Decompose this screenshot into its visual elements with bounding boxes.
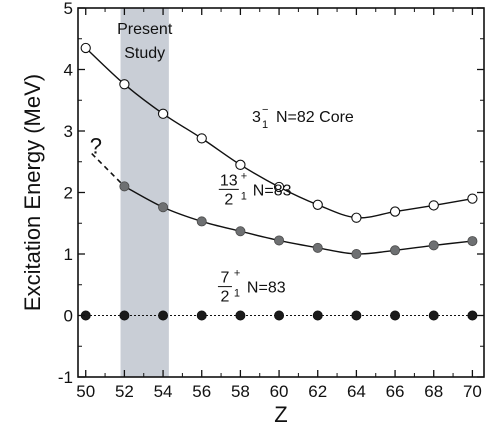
series-3-minus-point [157,108,169,119]
series-13-half-point [235,226,246,237]
series-3-minus-point [273,181,285,193]
series-3-minus-point [428,200,439,211]
y-tick-label: 5 [64,0,73,18]
series-7-half-point [428,310,439,321]
series-points [80,42,478,321]
series-label-7-sup: + [234,268,240,280]
series-label-13-den: 2 [224,191,233,208]
series-13-half-point [274,235,285,246]
y-axis-title: Excitation Energy (MeV) [20,74,45,311]
extrapolation-question-mark: ? [90,134,102,159]
x-tick-label: 62 [308,382,327,401]
series-label-13-num: 13 [220,172,238,189]
series-13-half-curve [124,185,473,255]
series-13-half-point [158,202,169,213]
x-tick-label: 52 [115,382,134,401]
series-7-half-point [274,310,285,321]
x-tick-label: 58 [231,382,250,401]
axis-ticks [78,7,484,378]
x-tick-labels: 50 52 54 56 58 60 62 64 66 68 70 [76,382,482,401]
y-tick-label: 4 [64,61,73,80]
series-label-3-sup: − [262,104,268,116]
series-13-half-point [467,236,478,247]
x-tick-label: 60 [270,382,289,401]
series-label-13-suffix: N=83 [253,182,292,199]
series-7-half-point [351,310,362,321]
series-3-minus-point [351,212,362,223]
series-13-half-point [428,240,439,251]
x-tick-label: 64 [347,382,366,401]
series-13-half-extrapolation [91,153,125,187]
series-label-7-sub: 1 [234,288,240,300]
series-3-minus-point [196,133,207,144]
series-13-half-point [312,242,323,253]
series-label-13-sup: + [241,170,247,182]
y-tick-label: 3 [64,122,73,141]
x-tick-label: 68 [424,382,443,401]
series-label-7-den: 2 [220,289,229,306]
series-label-13-half: 13 2 + 1 N=83 [218,170,292,208]
series-label-3-suffix: N=82 Core [276,109,354,126]
series-label-3-main: 3 [252,109,261,126]
series-13-half-point [119,181,130,192]
series-label-7-num: 7 [220,270,229,287]
series-3-minus-point [80,42,91,54]
series-13-half-point [390,245,401,256]
series-3-minus-point [389,206,401,217]
present-study-label-line1: Present [117,21,173,38]
series-3-minus-point [235,159,246,170]
series-7-half-point [390,310,401,321]
present-study-label-line2: Study [124,45,165,62]
y-tick-label: 1 [64,245,73,264]
series-7-half-point [119,310,130,321]
y-tick-label: 2 [64,184,73,203]
series-label-3-minus-core: 3 − 1 N=82 Core [252,104,354,131]
series-7-half-point [467,310,478,321]
series-7-half-point [312,310,323,321]
series-label-7-suffix: N=83 [247,280,286,297]
series-7-half-point [235,310,246,321]
x-tick-label: 56 [192,382,211,401]
series-label-13-sub: 1 [241,190,247,202]
series-13-half-point [351,248,362,259]
y-tick-label: 0 [64,307,73,326]
x-axis-title: Z [274,402,287,427]
x-tick-label: 70 [463,382,482,401]
series-7-half-point [158,310,169,321]
x-tick-label: 66 [386,382,405,401]
series-label-7-half: 7 2 + 1 N=83 [217,268,286,306]
x-tick-label: 50 [76,382,95,401]
series-3-minus-point [467,193,478,204]
series-3-minus-point [312,199,323,210]
y-tick-label: -1 [58,368,73,387]
x-tick-label: 54 [154,382,173,401]
y-tick-labels: -1 0 1 2 3 4 5 [58,0,73,387]
series-3-minus-point [119,79,130,90]
series-13-half-point [196,216,207,227]
series-7-half-point [196,310,207,321]
series-label-3-sub: 1 [262,119,268,131]
present-study-shaded-region [120,8,169,377]
